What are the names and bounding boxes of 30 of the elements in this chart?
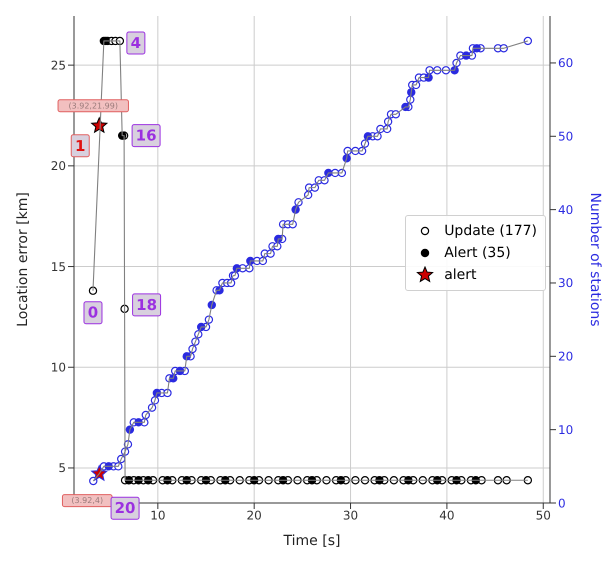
legend-label: alert — [444, 266, 477, 282]
x-tick-label: 30 — [342, 508, 358, 523]
y2-tick-label: 60 — [558, 56, 574, 70]
x-tick-label: 20 — [246, 508, 262, 523]
annotation: 16 — [136, 126, 157, 145]
y-tick-label: 25 — [50, 58, 66, 72]
x-tick-label: 10 — [150, 508, 166, 523]
y2-tick-label: 50 — [558, 130, 574, 144]
y-tick-label: 10 — [50, 360, 66, 375]
legend-label: Update (177) — [444, 222, 537, 238]
annotation: 0 — [88, 304, 98, 322]
x-tick-label: 50 — [536, 508, 551, 523]
y2-tick-label: 20 — [558, 350, 574, 364]
y2-tick-label: 0 — [558, 496, 566, 510]
y2-axis-title: Number of stations — [587, 192, 604, 327]
x-tick-label: 40 — [439, 508, 455, 523]
annotation: 1 — [75, 136, 86, 155]
annotation: 18 — [136, 296, 158, 314]
y2-tick-label: 10 — [558, 422, 574, 437]
y-axis-title: Location error [km] — [14, 192, 31, 327]
y-tick-label: 15 — [50, 260, 66, 274]
y2-tick-label: 30 — [558, 276, 574, 290]
y-tick-label: 20 — [50, 159, 66, 174]
y-tick-label: 5 — [58, 461, 66, 476]
y2-tick-label: 40 — [558, 202, 574, 217]
legend-label: Alert (35) — [444, 244, 511, 260]
annotation: (3.92,21.99) — [68, 101, 118, 110]
annotation: 4 — [130, 34, 142, 52]
x-axis-title: Time [s] — [282, 533, 340, 549]
annotation: (3.92,4) — [71, 496, 104, 506]
